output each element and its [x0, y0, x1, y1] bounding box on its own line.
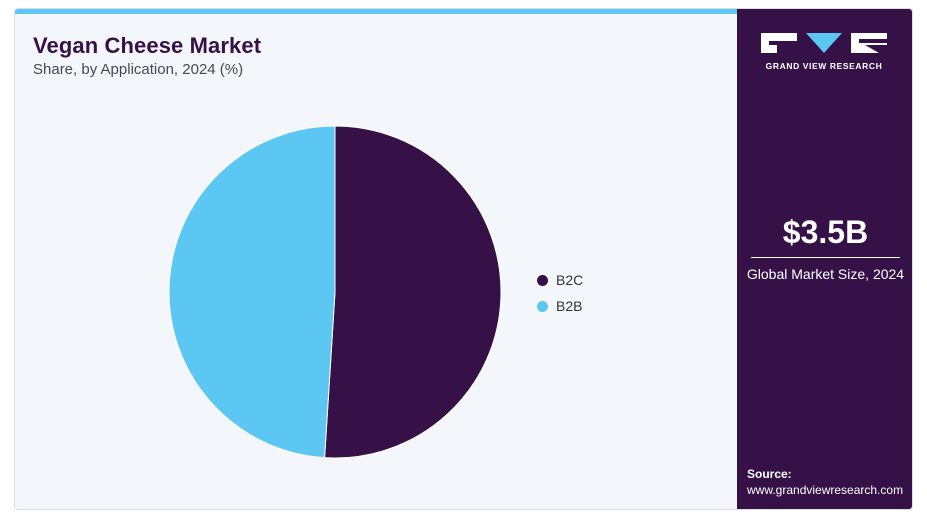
- legend-item-b2c: B2C: [537, 267, 583, 293]
- legend: B2C B2B: [537, 267, 583, 319]
- chart-subtitle: Share, by Application, 2024 (%): [33, 61, 244, 78]
- legend-item-b2b: B2B: [537, 293, 583, 319]
- brand-name: GRAND VIEW RESEARCH: [765, 61, 883, 71]
- brand-logo: GRAND VIEW RESEARCH: [761, 31, 887, 71]
- legend-label: B2C: [556, 272, 584, 288]
- source-link[interactable]: www.grandviewresearch.com: [747, 483, 904, 497]
- chart-card: Vegan Cheese Market Share, by Applicatio…: [14, 8, 913, 510]
- pie-chart: [168, 125, 502, 459]
- pie-slice-b2c: [324, 125, 502, 459]
- logo-mark-icon: [761, 33, 887, 53]
- top-accent-bar: [15, 9, 737, 14]
- legend-swatch: [537, 274, 548, 286]
- market-size-label: Global Market Size, 2024: [746, 266, 905, 282]
- source-label: Source:: [747, 467, 792, 481]
- chart-title: Vegan Cheese Market: [33, 33, 262, 58]
- legend-swatch: [537, 300, 548, 312]
- info-sidebar: GRAND VIEW RESEARCH $3.5B Global Market …: [737, 9, 912, 509]
- legend-label: B2B: [556, 298, 583, 314]
- market-size-value: $3.5B: [782, 214, 869, 250]
- divider: [751, 257, 900, 258]
- pie-slice-b2b: [168, 125, 336, 459]
